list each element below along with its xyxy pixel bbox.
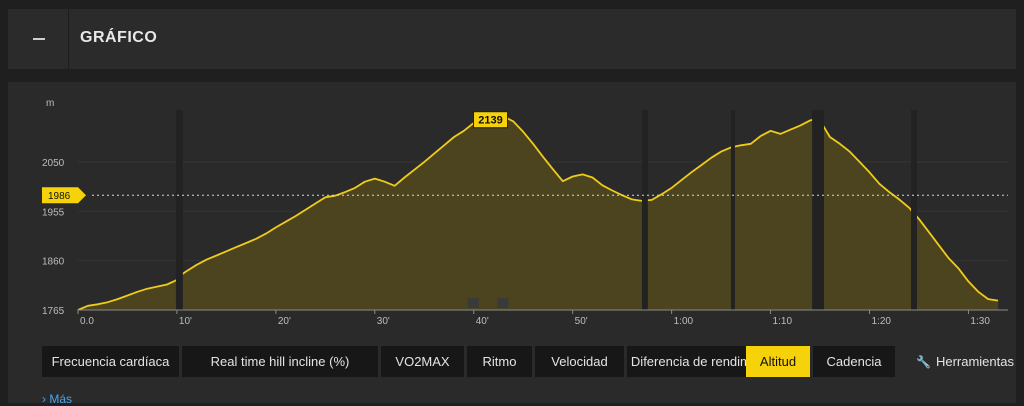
- collapse-button[interactable]: [8, 9, 69, 69]
- y-tick-label: 1955: [42, 207, 65, 218]
- x-tick-label: 10': [179, 316, 192, 327]
- peak-label-box: [473, 111, 509, 129]
- tab-altitud[interactable]: Altitud: [746, 346, 810, 377]
- minus-icon: [33, 38, 45, 40]
- reference-label: 1986: [48, 191, 71, 202]
- tab-velocidad[interactable]: Velocidad: [535, 346, 624, 377]
- x-tick-label: 1:20: [871, 316, 891, 327]
- x-tick-label: 30': [377, 316, 390, 327]
- pause-gap: [175, 110, 183, 310]
- pause-gap: [812, 110, 824, 310]
- altitude-line: [77, 114, 999, 311]
- tab-vo2max[interactable]: VO2MAX: [381, 346, 464, 377]
- altitude-area: [78, 115, 999, 310]
- y-tick-label: 1860: [42, 257, 65, 268]
- wrench-icon: 🔧: [916, 355, 931, 369]
- x-tick-label: 40': [476, 316, 489, 327]
- tools-button[interactable]: 🔧 Herramientas: [916, 346, 1014, 377]
- x-tick-label: 50': [575, 316, 588, 327]
- tab-real-time-hill-incline[interactable]: Real time hill incline (%): [182, 346, 378, 377]
- pause-gap: [641, 110, 648, 310]
- lap-marker: [467, 298, 479, 308]
- x-tick-label: 1:30: [970, 316, 990, 327]
- y-tick-label: 1765: [42, 306, 65, 317]
- reference-marker: [42, 187, 86, 204]
- altitude-chart: m 1765 1860 1955 2050 0.0 10' 20' 30' 40' 50' 1:00 1…: [42, 98, 1008, 327]
- peak-label: 2139: [478, 115, 502, 127]
- tab-ritmo[interactable]: Ritmo: [467, 346, 532, 377]
- more-label: Más: [49, 392, 73, 406]
- page-title: GRÁFICO: [80, 29, 158, 46]
- pause-gap: [911, 110, 917, 310]
- more-link[interactable]: › Más: [42, 392, 72, 406]
- tab-cadencia[interactable]: Cadencia: [813, 346, 895, 377]
- pause-gap: [730, 110, 735, 310]
- y-axis-unit: m: [46, 98, 54, 109]
- lap-marker: [497, 298, 509, 308]
- tools-label: Herramientas: [935, 354, 1014, 369]
- chevron-right-icon: ›: [42, 392, 46, 406]
- x-tick-label: 0.0: [80, 316, 94, 327]
- tab-frecuencia-cardiaca[interactable]: Frecuencia cardíaca: [42, 346, 179, 377]
- y-tick-label: 2050: [42, 158, 65, 169]
- x-tick-label: 1:00: [674, 316, 694, 327]
- x-tick-label: 20': [278, 316, 291, 327]
- x-tick-label: 1:10: [773, 316, 793, 327]
- chart-header: GRÁFICO: [8, 9, 1016, 69]
